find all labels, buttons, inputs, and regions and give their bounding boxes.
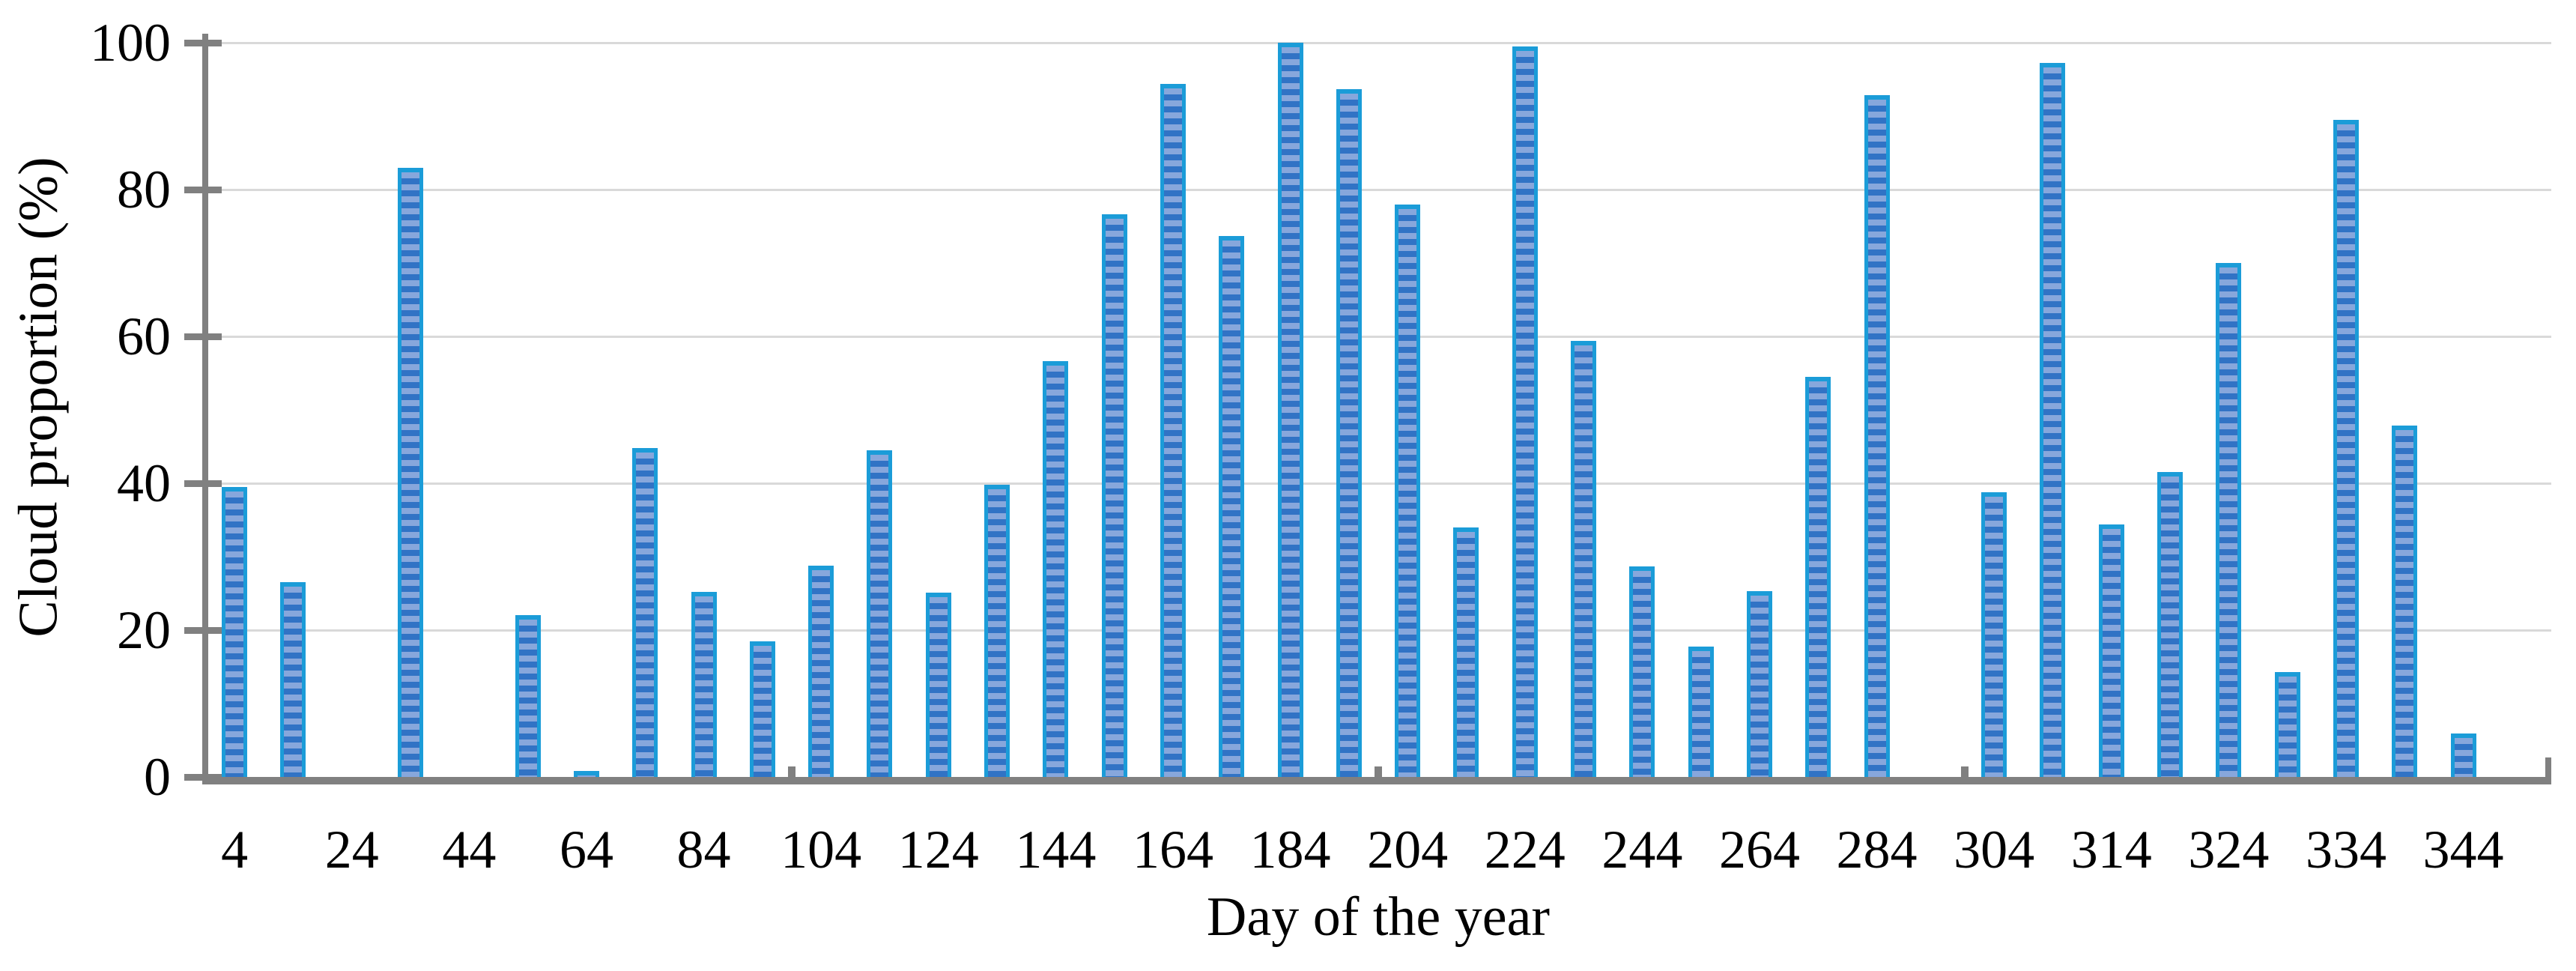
bar-day-244 — [1629, 566, 1655, 777]
bar-day-194 — [1336, 89, 1362, 777]
bar-day-144 — [1043, 361, 1068, 777]
x-axis-title: Day of the year — [1206, 886, 1551, 948]
x-tick-label-144: 144 — [1015, 820, 1097, 880]
bar-day-254 — [1688, 647, 1714, 777]
bar-day-114 — [867, 450, 892, 777]
bar-day-284 — [1864, 95, 1890, 777]
x-tick-label-314: 314 — [2070, 820, 2152, 880]
x-tick-label-184: 184 — [1249, 820, 1331, 880]
x-axis-end-tick — [2545, 757, 2551, 777]
bar-day-154 — [1102, 214, 1127, 777]
y-axis-tick-20 — [184, 627, 222, 634]
gridline-20 — [205, 629, 2551, 632]
bar-day-304 — [1981, 492, 2007, 777]
x-tick-label-324: 324 — [2188, 820, 2270, 880]
x-tick-label-44: 44 — [442, 820, 497, 880]
bar-day-164 — [1160, 84, 1186, 777]
y-axis-title: Cloud proportion (%) — [7, 157, 70, 638]
bar-day-224 — [1512, 46, 1538, 777]
bar-day-94 — [750, 641, 775, 777]
y-tick-label-100: 100 — [90, 13, 171, 73]
x-axis-tick — [1961, 766, 1969, 777]
bar-day-264 — [1747, 591, 1772, 777]
bar-day-309 — [2040, 63, 2065, 777]
y-tick-label-60: 60 — [117, 306, 171, 366]
x-axis-line — [202, 777, 2551, 784]
bar-day-34 — [398, 168, 423, 777]
bar-day-124 — [926, 593, 951, 777]
y-tick-label-80: 80 — [117, 160, 171, 220]
bar-day-314 — [2099, 524, 2124, 777]
gridline-80 — [205, 189, 2551, 191]
y-tick-label-40: 40 — [117, 453, 171, 513]
y-axis-tick-40 — [184, 480, 222, 487]
bar-day-334 — [2333, 120, 2359, 777]
x-axis-tick — [788, 766, 795, 777]
bar-day-344 — [2451, 733, 2476, 777]
x-tick-label-124: 124 — [897, 820, 979, 880]
y-axis-tick-80 — [184, 187, 222, 193]
gridline-60 — [205, 336, 2551, 338]
bar-day-319 — [2157, 472, 2183, 777]
bar-day-4 — [222, 487, 247, 777]
y-tick-label-0: 0 — [144, 747, 171, 807]
x-tick-label-64: 64 — [559, 820, 613, 880]
y-axis-line — [202, 34, 208, 784]
bar-day-214 — [1453, 527, 1479, 777]
bar-day-204 — [1395, 205, 1420, 777]
bar-day-234 — [1571, 341, 1596, 777]
bar-day-104 — [808, 566, 834, 777]
x-tick-label-104: 104 — [781, 820, 862, 880]
bar-day-329 — [2275, 672, 2300, 777]
y-axis-tick-100 — [184, 40, 222, 46]
bar-day-74 — [632, 448, 658, 777]
x-tick-label-4: 4 — [221, 820, 249, 880]
bar-day-339 — [2392, 426, 2417, 777]
x-tick-label-224: 224 — [1484, 820, 1566, 880]
bar-day-134 — [984, 485, 1010, 777]
x-tick-label-264: 264 — [1718, 820, 1800, 880]
bar-day-14 — [280, 582, 306, 777]
x-tick-label-344: 344 — [2422, 820, 2504, 880]
gridline-100 — [205, 42, 2551, 44]
x-tick-label-24: 24 — [324, 820, 379, 880]
bar-day-184 — [1278, 43, 1303, 777]
x-tick-label-304: 304 — [1954, 820, 2035, 880]
bar-day-54 — [515, 615, 541, 777]
x-axis-tick — [1375, 766, 1382, 777]
x-tick-label-164: 164 — [1132, 820, 1213, 880]
x-tick-label-244: 244 — [1601, 820, 1683, 880]
x-tick-label-84: 84 — [676, 820, 731, 880]
gridline-40 — [205, 483, 2551, 485]
bar-day-84 — [691, 592, 717, 777]
bar-day-64 — [574, 771, 599, 777]
x-tick-label-334: 334 — [2305, 820, 2386, 880]
y-axis-tick-60 — [184, 333, 222, 340]
bar-day-174 — [1219, 236, 1244, 777]
y-tick-label-20: 20 — [117, 600, 171, 660]
x-tick-label-284: 284 — [1836, 820, 1918, 880]
bar-day-324 — [2216, 263, 2241, 777]
bar-day-274 — [1805, 377, 1831, 777]
x-tick-label-204: 204 — [1367, 820, 1449, 880]
